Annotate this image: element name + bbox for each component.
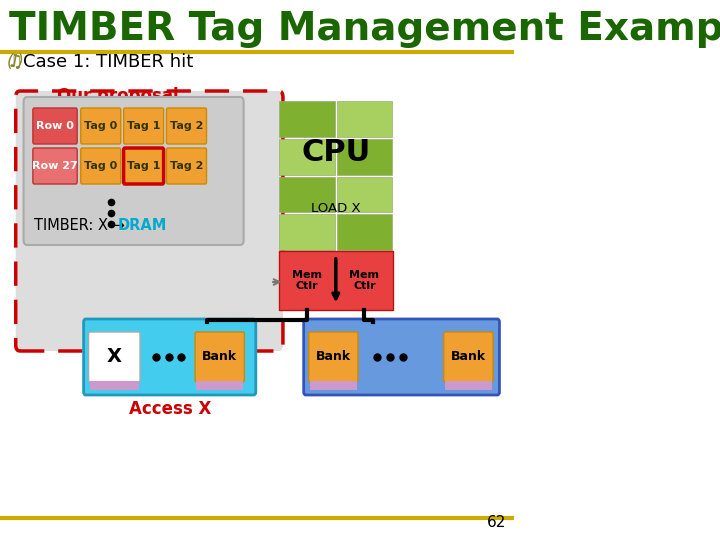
FancyBboxPatch shape: [33, 148, 77, 184]
Text: Tag 1: Tag 1: [127, 161, 161, 171]
Text: LOAD X: LOAD X: [311, 202, 361, 215]
Text: Tag 2: Tag 2: [170, 121, 203, 131]
FancyBboxPatch shape: [304, 319, 500, 395]
Text: Tag 0: Tag 0: [84, 161, 117, 171]
FancyBboxPatch shape: [279, 177, 335, 212]
FancyBboxPatch shape: [336, 101, 392, 137]
FancyBboxPatch shape: [195, 332, 244, 382]
Bar: [197, 381, 243, 390]
Text: TIMBER Tag Management Example: TIMBER Tag Management Example: [9, 10, 720, 48]
FancyBboxPatch shape: [124, 148, 163, 184]
FancyBboxPatch shape: [166, 148, 207, 184]
FancyBboxPatch shape: [16, 91, 283, 351]
FancyBboxPatch shape: [33, 108, 77, 144]
FancyBboxPatch shape: [124, 108, 163, 144]
Text: CPU: CPU: [301, 138, 371, 167]
Text: ♫: ♫: [7, 53, 23, 71]
Text: Row 0: Row 0: [36, 121, 74, 131]
FancyBboxPatch shape: [279, 214, 335, 250]
FancyBboxPatch shape: [279, 139, 335, 174]
FancyBboxPatch shape: [24, 97, 243, 245]
Text: Bank: Bank: [315, 350, 351, 363]
FancyBboxPatch shape: [166, 108, 207, 144]
FancyBboxPatch shape: [309, 332, 358, 382]
FancyBboxPatch shape: [336, 139, 392, 174]
Text: (I): (I): [7, 53, 25, 71]
Text: Tag 1: Tag 1: [127, 121, 161, 131]
FancyBboxPatch shape: [81, 108, 121, 144]
Text: Bank: Bank: [202, 350, 237, 363]
Bar: [445, 381, 492, 390]
Text: TIMBER: X →: TIMBER: X →: [35, 219, 130, 233]
Text: 62: 62: [487, 515, 506, 530]
Text: Access X: Access X: [128, 400, 211, 418]
FancyBboxPatch shape: [84, 319, 256, 395]
FancyBboxPatch shape: [444, 332, 493, 382]
Text: Our proposal: Our proposal: [57, 87, 179, 105]
Bar: [90, 381, 139, 390]
Text: Mem
Ctlr: Mem Ctlr: [349, 270, 379, 292]
Text: Tag 2: Tag 2: [170, 161, 203, 171]
FancyBboxPatch shape: [336, 177, 392, 212]
Text: X: X: [107, 348, 122, 367]
Text: Row 27: Row 27: [32, 161, 78, 171]
Text: Mem
Ctlr: Mem Ctlr: [292, 270, 323, 292]
FancyBboxPatch shape: [279, 101, 335, 137]
Text: Tag 0: Tag 0: [84, 121, 117, 131]
Text: Case 1: TIMBER hit: Case 1: TIMBER hit: [23, 53, 193, 71]
FancyBboxPatch shape: [81, 148, 121, 184]
Text: DRAM: DRAM: [118, 219, 167, 233]
FancyBboxPatch shape: [336, 214, 392, 250]
Bar: [279, 251, 393, 310]
FancyBboxPatch shape: [89, 332, 140, 382]
Bar: [310, 381, 356, 390]
Text: Bank: Bank: [451, 350, 485, 363]
